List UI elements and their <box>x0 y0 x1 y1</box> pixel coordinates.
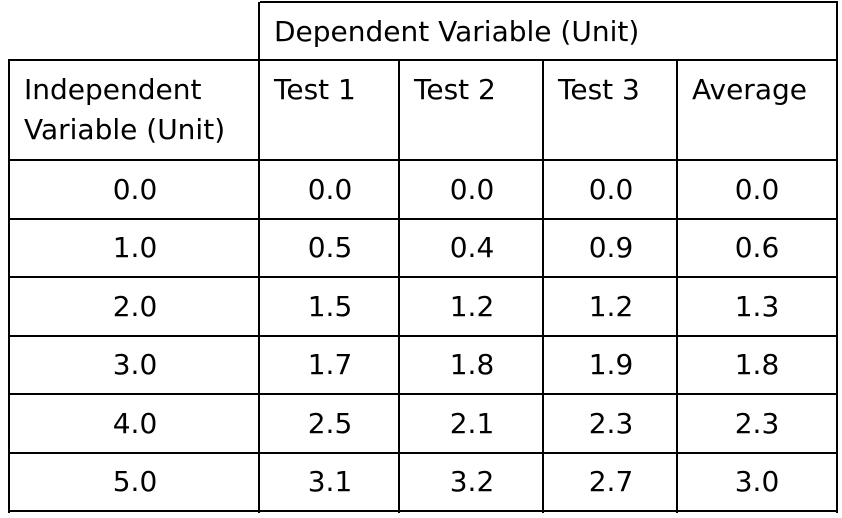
test-1-cell: 1.7 <box>260 336 400 394</box>
column-header-average: Average <box>678 60 836 160</box>
grid-line <box>836 2 838 513</box>
independent-value-cell: 2.0 <box>10 277 260 336</box>
test-3-cell: 1.2 <box>544 277 678 336</box>
grid-line <box>8 159 838 161</box>
grid-line <box>8 218 838 220</box>
average-cell: 2.3 <box>678 394 836 453</box>
test-1-cell: 3.1 <box>260 453 400 511</box>
column-header-test-3: Test 3 <box>544 60 678 160</box>
column-header-test-1: Test 1 <box>260 60 400 160</box>
grid-line <box>8 393 838 395</box>
grid-line <box>258 2 260 513</box>
independent-value-cell: 3.0 <box>10 336 260 394</box>
test-1-cell: 2.5 <box>260 394 400 453</box>
average-cell: 1.3 <box>678 277 836 336</box>
dependent-variable-header: Dependent Variable (Unit) <box>260 2 836 60</box>
test-2-cell: 3.2 <box>400 453 544 511</box>
test-3-cell: 0.0 <box>544 160 678 219</box>
average-cell: 0.0 <box>678 160 836 219</box>
grid-line <box>260 1 838 3</box>
grid-line <box>676 60 678 513</box>
independent-variable-header: Independent Variable (Unit) <box>10 60 260 160</box>
test-1-cell: 1.5 <box>260 277 400 336</box>
column-header-test-2: Test 2 <box>400 60 544 160</box>
grid-line <box>8 60 10 513</box>
test-2-cell: 2.1 <box>400 394 544 453</box>
test-2-cell: 1.2 <box>400 277 544 336</box>
grid-line <box>8 276 838 278</box>
test-2-cell: 1.8 <box>400 336 544 394</box>
test-2-cell: 0.4 <box>400 219 544 277</box>
grid-line <box>8 452 838 454</box>
test-1-cell: 0.0 <box>260 160 400 219</box>
grid-line <box>398 60 400 513</box>
grid-line <box>8 335 838 337</box>
independent-value-cell: 0.0 <box>10 160 260 219</box>
test-3-cell: 2.3 <box>544 394 678 453</box>
test-3-cell: 1.9 <box>544 336 678 394</box>
grid-line <box>8 59 838 61</box>
test-3-cell: 2.7 <box>544 453 678 511</box>
average-cell: 1.8 <box>678 336 836 394</box>
independent-value-cell: 5.0 <box>10 453 260 511</box>
independent-value-cell: 4.0 <box>10 394 260 453</box>
test-2-cell: 0.0 <box>400 160 544 219</box>
grid-line <box>542 60 544 513</box>
independent-value-cell: 1.0 <box>10 219 260 277</box>
average-cell: 3.0 <box>678 453 836 511</box>
grid-line <box>8 510 838 512</box>
test-1-cell: 0.5 <box>260 219 400 277</box>
average-cell: 0.6 <box>678 219 836 277</box>
test-3-cell: 0.9 <box>544 219 678 277</box>
